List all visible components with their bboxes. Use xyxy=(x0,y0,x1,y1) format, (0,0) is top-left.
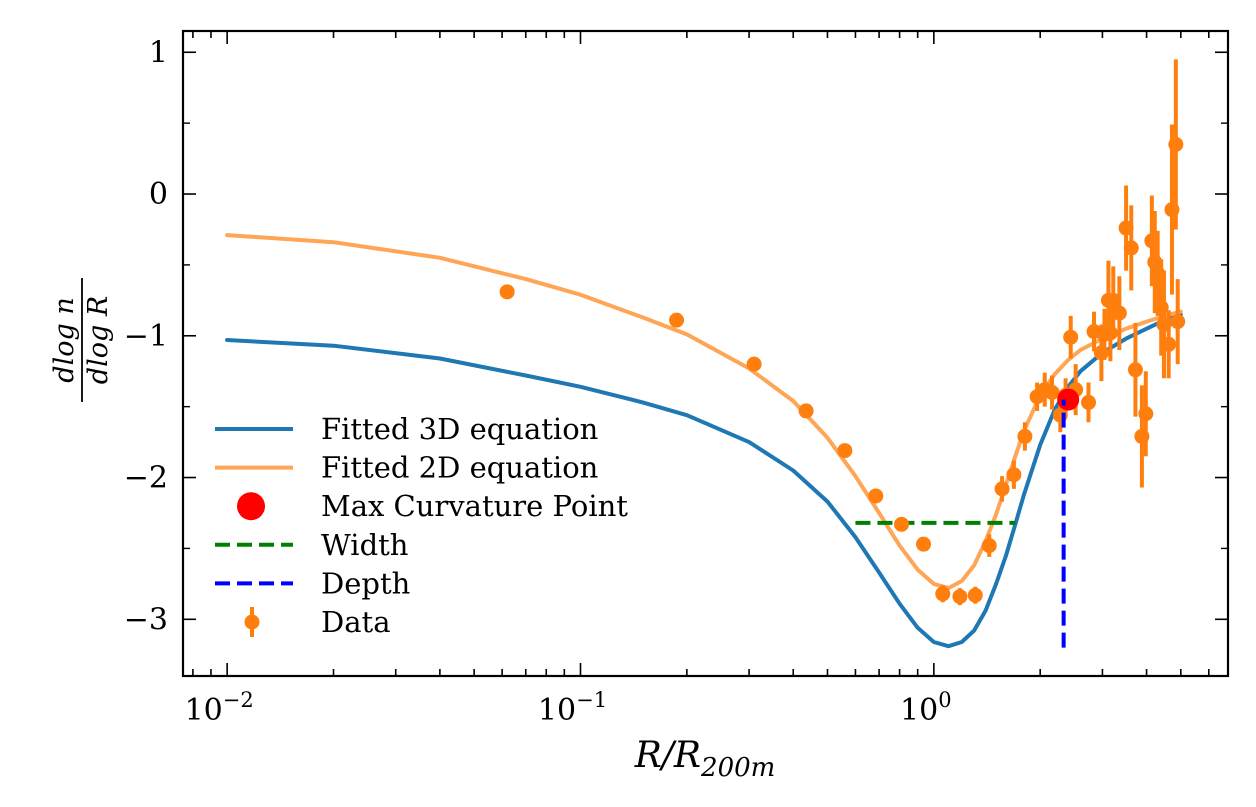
data-point xyxy=(1127,362,1143,378)
data-point xyxy=(1081,394,1097,410)
data-point xyxy=(1093,345,1109,361)
x-tick-exponent: −2 xyxy=(223,688,254,712)
x-axis-label-sub: 200m xyxy=(700,753,775,783)
data-point xyxy=(1138,406,1154,422)
x-axis-label-main: R/R xyxy=(634,735,701,776)
data-point xyxy=(499,284,515,300)
data-point xyxy=(1170,314,1186,330)
x-axis-label: R/R200m xyxy=(634,735,776,783)
y-axis-numerator: dlog n xyxy=(49,297,80,382)
x-tick-base: 10 xyxy=(900,693,938,728)
x-tick-label: 100 xyxy=(900,688,952,728)
legend-label-fitted-3d-equation: Fitted 3D equation xyxy=(321,412,598,446)
max-curvature-point xyxy=(1057,388,1080,411)
data-point xyxy=(1017,428,1033,444)
data-point xyxy=(1063,329,1079,345)
y-tick-label: 1 xyxy=(149,35,168,70)
y-axis-denominator: dlog R xyxy=(83,296,114,384)
x-tick-label: 10−1 xyxy=(538,688,607,728)
x-tick-exponent: 0 xyxy=(938,688,951,712)
legend-label-max-curvature-point: Max Curvature Point xyxy=(321,489,628,523)
data-point xyxy=(994,481,1010,497)
y-tick-label: −1 xyxy=(124,319,168,354)
data-point xyxy=(1102,325,1118,341)
legend-label-fitted-2d-equation: Fitted 2D equation xyxy=(321,451,598,485)
y-tick-label: 0 xyxy=(149,177,168,212)
legend-swatch-max-curvature-point xyxy=(237,492,265,521)
legend-label-width: Width xyxy=(321,528,408,562)
data-point xyxy=(916,536,932,552)
x-tick-label: 10−2 xyxy=(185,688,254,728)
series-layer xyxy=(225,59,1186,649)
y-tick-labels: 1 0 −1 −2 −3 xyxy=(124,35,168,637)
x-tick-exponent: −1 xyxy=(576,688,607,712)
data-point xyxy=(1105,292,1121,308)
data-point xyxy=(837,443,853,459)
plot-area xyxy=(181,29,1230,678)
data-point xyxy=(1123,240,1139,256)
legend-label-depth: Depth xyxy=(321,566,410,600)
data-point xyxy=(1111,305,1127,321)
axis-ticks xyxy=(183,31,1228,676)
data-point xyxy=(868,488,884,504)
data-point xyxy=(935,586,951,602)
data-point xyxy=(967,587,983,603)
data-point xyxy=(894,516,910,532)
data-point xyxy=(798,403,814,419)
data-point xyxy=(1161,336,1177,352)
legend-label-data: Data xyxy=(321,605,390,639)
data-point xyxy=(1168,136,1184,152)
data-point xyxy=(1153,299,1169,315)
data-point xyxy=(981,538,997,554)
data-point xyxy=(952,589,968,605)
y-tick-label: −3 xyxy=(124,602,168,637)
fitted-2d-line xyxy=(225,233,1183,591)
y-axis-label: dlog n dlog R xyxy=(49,278,114,402)
clipped-series xyxy=(225,59,1186,649)
legend-swatch-data xyxy=(244,614,260,630)
data-point xyxy=(669,312,685,328)
legend: Fitted 3D equation Fitted 2D equation Max … xyxy=(215,412,628,639)
fitted-3d-line xyxy=(225,312,1183,649)
x-tick-base: 10 xyxy=(538,693,576,728)
data-point xyxy=(746,356,762,372)
x-tick-labels: 10−2 10−1 100 xyxy=(185,688,952,728)
y-tick-label: −2 xyxy=(124,461,168,496)
plot-frame xyxy=(181,29,1230,678)
x-tick-base: 10 xyxy=(185,693,223,728)
data-point xyxy=(1044,384,1060,400)
data-point xyxy=(1006,467,1022,483)
